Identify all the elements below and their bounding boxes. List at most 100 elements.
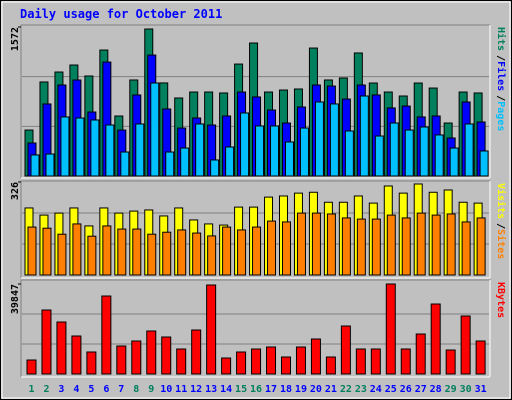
bar <box>86 351 97 375</box>
y-tick-label: 326 <box>10 182 21 200</box>
bar <box>374 135 384 177</box>
bar <box>445 349 456 375</box>
bar <box>26 359 37 375</box>
x-tick-label: 24 <box>370 384 382 395</box>
bar <box>135 123 145 177</box>
x-tick-label: 16 <box>250 384 262 395</box>
bar <box>105 124 115 177</box>
legend: Visits /Sites <box>495 183 507 259</box>
legend-entry: Sites <box>495 229 507 259</box>
bar <box>326 213 336 276</box>
x-tick-label: 10 <box>160 384 172 395</box>
bar <box>311 212 321 276</box>
bar <box>87 235 97 276</box>
bar <box>72 223 82 276</box>
legend-entry: Files <box>495 61 507 91</box>
bar <box>385 283 396 375</box>
bar <box>131 340 142 375</box>
bar <box>270 125 280 177</box>
bar <box>404 129 414 177</box>
bar <box>431 214 441 276</box>
bar <box>192 232 202 276</box>
bar <box>299 127 309 177</box>
bar <box>325 356 336 375</box>
bar <box>400 348 411 375</box>
bar <box>280 356 291 375</box>
x-tick-label: 4 <box>73 384 79 395</box>
x-tick-label: 23 <box>355 384 367 395</box>
bar <box>329 103 339 177</box>
legend: KBytes <box>495 282 506 318</box>
x-tick-label: 28 <box>430 384 442 395</box>
bar <box>255 125 265 177</box>
bar <box>370 348 381 375</box>
x-tick-label: 22 <box>340 384 352 395</box>
y-tick-label: 1572 <box>10 27 21 51</box>
x-tick-label: 5 <box>88 384 94 395</box>
bar <box>296 212 306 276</box>
bar <box>195 123 205 177</box>
x-tick-label: 27 <box>415 384 427 395</box>
bar <box>45 153 55 177</box>
bar <box>386 214 396 276</box>
bar <box>191 329 202 375</box>
bar <box>176 348 187 375</box>
bar <box>415 333 426 375</box>
bar <box>240 112 250 177</box>
bar <box>56 321 67 375</box>
legend: Hits/Files/Pages <box>495 27 507 131</box>
bar <box>101 295 112 375</box>
x-tick-label: 18 <box>280 384 292 395</box>
x-tick-label: 6 <box>103 384 109 395</box>
x-tick-label: 3 <box>58 384 64 395</box>
bar <box>295 346 306 375</box>
legend-separator: / <box>495 223 506 229</box>
x-tick-label: 12 <box>190 384 202 395</box>
bar <box>371 218 381 276</box>
bar <box>102 225 112 276</box>
bar <box>165 151 175 177</box>
bar <box>236 351 247 375</box>
x-tick-label: 21 <box>325 384 337 395</box>
bar <box>180 147 190 177</box>
bar <box>147 233 157 276</box>
bar <box>177 229 187 276</box>
legend-entry: KBytes <box>495 282 506 318</box>
bar <box>251 348 262 375</box>
bar <box>206 284 217 375</box>
x-tick-label: 14 <box>220 384 232 395</box>
x-tick-label: 8 <box>133 384 139 395</box>
x-tick-label: 13 <box>205 384 217 395</box>
bar <box>42 227 52 276</box>
bar <box>416 212 426 276</box>
bar <box>225 146 235 177</box>
bar <box>341 217 351 276</box>
bar <box>446 213 456 276</box>
x-tick-label: 11 <box>175 384 187 395</box>
bar <box>161 336 172 375</box>
bar <box>461 221 471 276</box>
bar <box>27 226 37 276</box>
bar <box>41 309 52 375</box>
y-tick-label: 39847 <box>10 284 21 314</box>
bar <box>314 101 324 177</box>
x-tick-label: 31 <box>475 384 487 395</box>
bar <box>117 228 127 276</box>
bar <box>116 345 127 375</box>
bar <box>284 141 294 177</box>
legend-entry: Hits <box>495 27 507 51</box>
bar <box>356 218 366 276</box>
bar <box>449 147 459 177</box>
bar <box>252 226 262 276</box>
x-tick-label: 9 <box>148 384 154 395</box>
x-tick-label: 2 <box>43 384 49 395</box>
bar <box>60 116 70 177</box>
bar <box>310 338 321 375</box>
bar <box>210 159 220 177</box>
bar <box>57 233 67 276</box>
bar <box>90 119 100 177</box>
legend-separator: / <box>495 55 506 61</box>
x-tick-label: 17 <box>265 384 277 395</box>
x-tick-label: 15 <box>235 384 247 395</box>
